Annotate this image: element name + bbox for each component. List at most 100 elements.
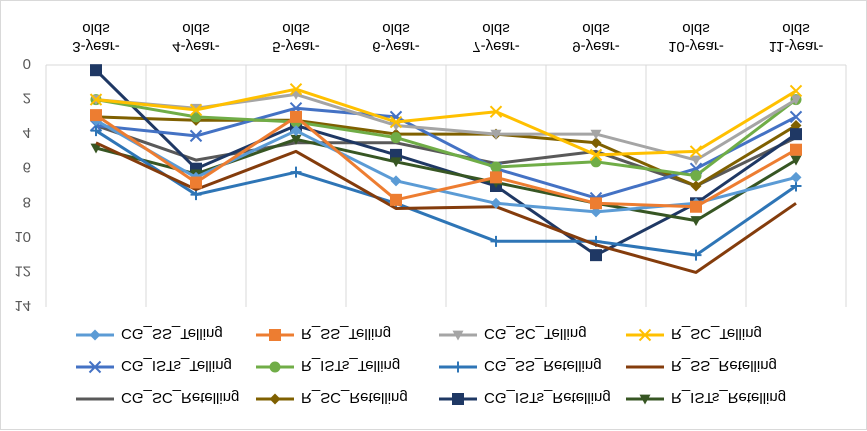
legend-item: CG_SC_Retelling [76,389,239,406]
data-point [590,129,602,140]
data-point [790,128,802,141]
y-tick-label: 6 [23,159,31,176]
data-point [390,175,402,187]
data-point [590,137,602,149]
legend-item: R_SS_Telling [256,325,391,342]
data-point [269,361,281,373]
data-point [90,64,102,77]
data-point [390,132,402,144]
data-point [290,110,302,123]
x-tick-label: olds [82,20,110,37]
legend-label: CG_ISTs_Retelling [484,389,611,406]
data-point [790,155,802,166]
legend-item: CG_ISTs_Retelling [439,389,611,406]
data-point [490,235,502,247]
x-tick-label: olds [582,20,610,37]
data-point [90,125,102,137]
data-point [790,171,802,183]
legend-label: R_SS_Telling [301,325,391,342]
legend-label: CG_SS_Retelling [484,357,602,374]
data-point [190,111,202,123]
series-line [95,87,797,157]
x-tick-label: olds [282,20,310,37]
legend-item: R_ISTs_Telling [256,357,400,374]
legend-label: CG_SC_Telling [484,325,587,342]
data-point [789,84,803,98]
y-axis-ticks: 0 2 4 6 8 10 12 14 [14,55,31,314]
data-point [269,393,281,405]
data-point [390,157,402,168]
x-tick-label: olds [382,20,410,37]
y-tick-label: 10 [14,228,31,245]
data-point [639,394,651,405]
series-r-sc-telling [89,82,803,162]
data-point [189,103,203,117]
x-tick-label: 6-year- [372,38,420,55]
x-tick-label: 5-year- [272,38,320,55]
legend-label: CG_ISTs_Telling [121,357,232,374]
data-point [452,361,464,373]
data-point [390,193,402,206]
data-point [790,143,802,156]
data-point [590,249,602,262]
y-tick-label: 0 [23,55,31,72]
data-point [589,148,603,162]
x-tick-label: 11-year- [769,38,824,55]
legend-item: CG_SC_Telling [439,325,587,342]
data-point [452,330,464,341]
series-line [95,98,797,178]
data-point [290,134,302,145]
legend-item: CG_ISTs_Telling [76,357,232,374]
legend-item: R_SC_Retelling [256,389,408,406]
data-point [269,329,281,341]
legend-label: R_ISTs_Telling [301,357,400,374]
x-tick-label: 9-year- [572,38,620,55]
data-point [590,197,602,210]
y-tick-label: 4 [23,124,31,141]
data-point [690,249,702,261]
y-tick-label: 2 [23,90,31,107]
x-tick-label: 4-year- [172,38,220,55]
y-tick-label: 12 [14,262,31,279]
data-point [490,161,502,173]
legend-item: R_SS_Retelling [626,357,777,374]
data-point [90,109,102,122]
series-line [95,141,797,274]
data-point [690,155,702,166]
data-point [389,115,403,129]
data-point [590,156,602,168]
data-point [452,393,464,405]
data-point [290,125,302,137]
x-tick-label: 10-year- [668,38,724,55]
x-axis-ticks: 3-year-olds4-year-olds5-year-olds6-year-… [72,20,823,55]
legend-label: CG_SC_Retelling [121,389,239,406]
data-point [690,216,702,227]
data-point [789,110,803,124]
legend-label: R_SC_Telling [671,325,762,342]
data-point [689,145,703,158]
legend-item: R_ISTs_Retelling [626,389,786,406]
data-point [690,200,702,213]
legend-label: R_ISTs_Retelling [671,389,786,406]
data-point [490,171,502,184]
y-tick-label: 8 [23,193,31,210]
data-point [489,105,503,118]
data-point [289,82,303,96]
data-point [690,180,702,192]
x-tick-label: olds [182,20,210,37]
x-tick-label: 3-year- [72,38,120,55]
y-tick-label: 14 [14,297,31,314]
series-r-ss-telling [90,109,802,213]
data-point [190,176,202,189]
legend-label: CG_SS_Telling [121,325,223,342]
legend-label: R_SC_Retelling [301,389,408,406]
x-tick-label: olds [482,20,510,37]
x-tick-label: 7-year- [472,38,520,55]
series-r-ss-retelling [95,141,797,274]
legend: CG_SC_Retelling R_SC_Retelling CG_ISTs_Ret… [76,325,786,406]
data-point [790,95,802,106]
data-point [490,129,502,140]
legend-item: R_SC_Telling [626,325,762,342]
